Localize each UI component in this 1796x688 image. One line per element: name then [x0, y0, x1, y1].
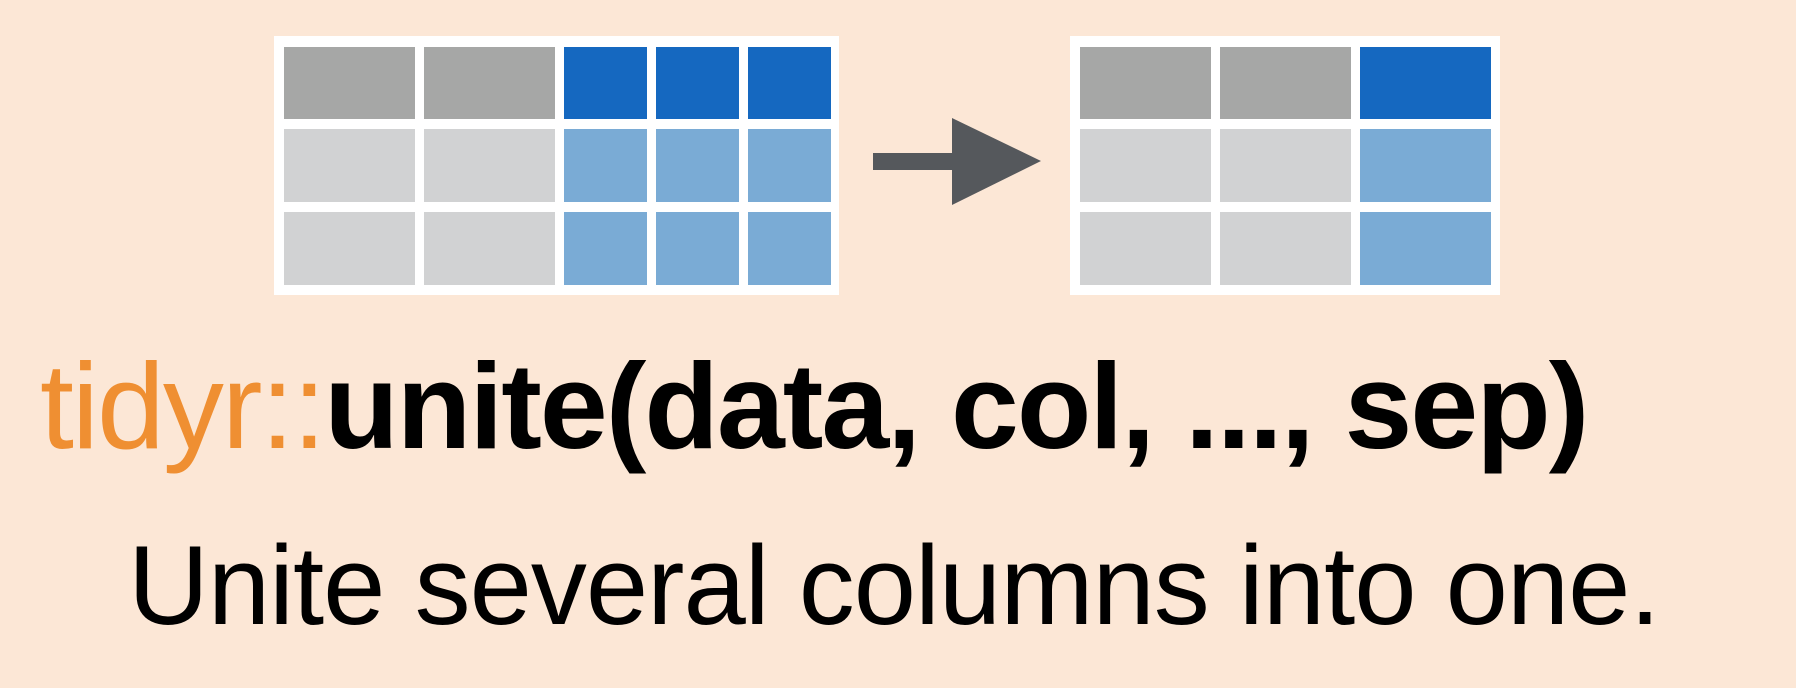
united-table-body-cell [1220, 212, 1351, 285]
united-table-header-cell [1360, 47, 1491, 119]
source-table-header-cell [564, 47, 647, 119]
united-table-header-cell [1080, 47, 1211, 119]
right-arrow-icon [873, 118, 1041, 205]
united-table-body-cell [1080, 212, 1211, 285]
united-table [1070, 36, 1500, 295]
united-table-body-cell [1220, 129, 1351, 202]
arrow-shaft [873, 153, 961, 170]
source-table-header-cell [424, 47, 555, 119]
source-table-body-cell [564, 129, 647, 202]
function-signature: tidyr::unite(data, col, ..., sep) [40, 345, 1589, 467]
function-call: unite(data, col, ..., sep) [324, 338, 1589, 474]
source-table-body-cell [656, 129, 739, 202]
united-table-header-cell [1220, 47, 1351, 119]
source-table-body-cell [748, 129, 831, 202]
source-table-body-cell [656, 212, 739, 285]
source-table-body-cell [748, 212, 831, 285]
description: Unite several columns into one. [128, 523, 1661, 648]
arrow-head [952, 118, 1041, 205]
source-table-body-cell [424, 129, 555, 202]
source-table-header-cell [748, 47, 831, 119]
source-table-header-cell [656, 47, 739, 119]
source-table-header-cell [284, 47, 415, 119]
source-table-body-cell [284, 129, 415, 202]
source-table [274, 36, 839, 295]
package-prefix: tidyr:: [40, 338, 326, 474]
united-table-body-cell [1360, 129, 1491, 202]
source-table-body-cell [424, 212, 555, 285]
united-table-body-cell [1360, 212, 1491, 285]
source-table-body-cell [284, 212, 415, 285]
source-table-body-cell [564, 212, 647, 285]
united-table-body-cell [1080, 129, 1211, 202]
